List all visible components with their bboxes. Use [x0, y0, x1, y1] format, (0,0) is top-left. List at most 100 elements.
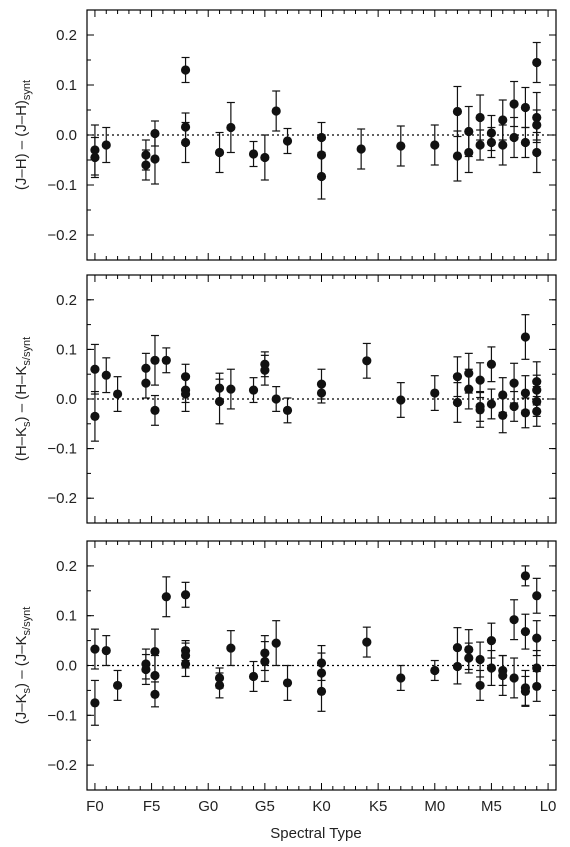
- marker: [532, 681, 542, 692]
- data-point: [532, 670, 542, 702]
- data-point: [475, 669, 485, 701]
- marker: [520, 571, 531, 581]
- marker: [150, 154, 160, 164]
- data-point: [452, 648, 463, 685]
- x-tick-label: L0: [540, 798, 557, 815]
- marker: [396, 673, 406, 683]
- marker: [282, 678, 293, 688]
- y-tick-label: −0.2: [47, 227, 77, 244]
- marker: [271, 106, 281, 116]
- marker: [532, 663, 542, 673]
- y-tick-label: 0.0: [56, 658, 77, 675]
- marker: [214, 680, 225, 691]
- marker: [180, 65, 191, 75]
- data-point: [316, 382, 327, 404]
- marker: [509, 378, 519, 388]
- marker: [520, 686, 531, 696]
- data-point: [180, 650, 191, 678]
- data-point: [180, 376, 191, 412]
- data-point: [475, 129, 485, 161]
- x-axis: F0 F5 G0 G5 K0 K5 M0 M5 L0: [86, 798, 556, 815]
- data-point: [362, 626, 372, 658]
- data-point: [260, 640, 270, 683]
- marker: [486, 359, 497, 369]
- marker: [161, 592, 171, 602]
- marker: [486, 636, 497, 646]
- marker: [180, 137, 191, 148]
- data-point: [90, 628, 100, 670]
- data-point: [316, 670, 327, 712]
- data-point: [430, 659, 440, 682]
- data-point: [180, 121, 191, 164]
- panel-hk: 0.2 0.1 0.0 −0.1 −0.2 (H–Ks) – (H–Ks/synt: [13, 274, 557, 524]
- data-point: [271, 620, 281, 667]
- marker: [509, 401, 519, 412]
- marker: [226, 384, 236, 394]
- marker: [90, 411, 100, 421]
- y-tick-label: −0.1: [47, 707, 77, 724]
- marker: [90, 152, 100, 163]
- data-point: [430, 375, 440, 412]
- marker: [452, 106, 463, 117]
- marker: [161, 355, 171, 365]
- marker: [532, 147, 542, 158]
- data-point: [509, 390, 519, 422]
- data-point: [498, 124, 508, 166]
- marker: [498, 140, 508, 150]
- data-point: [150, 334, 160, 386]
- marker: [498, 390, 508, 400]
- data-point: [356, 128, 366, 170]
- data-point: [271, 386, 281, 412]
- marker: [271, 638, 281, 648]
- marker: [180, 590, 191, 600]
- marker: [141, 378, 151, 388]
- data-point: [141, 653, 151, 686]
- y-axis-label: (H–Ks) – (H–Ks/synt: [13, 337, 33, 461]
- data-point: [532, 395, 542, 427]
- marker: [464, 653, 474, 663]
- data-point: [520, 613, 531, 650]
- marker: [475, 375, 485, 385]
- y-tick-label: −0.1: [47, 441, 77, 458]
- data-point: [90, 390, 100, 442]
- data-point: [452, 382, 463, 423]
- data-point: [532, 131, 542, 174]
- marker: [260, 365, 270, 375]
- marker: [396, 141, 406, 151]
- data-point: [260, 134, 270, 181]
- x-tick-label: F5: [143, 798, 161, 815]
- marker: [260, 152, 270, 163]
- marker: [475, 680, 485, 691]
- marker: [509, 673, 519, 683]
- data-point: [180, 581, 191, 608]
- y-axis-label: (J–Ks) – (J–Ks/synt: [13, 607, 33, 725]
- marker: [452, 642, 463, 653]
- data-point: [452, 85, 463, 138]
- data-point: [101, 635, 111, 667]
- data-point: [520, 397, 531, 429]
- data-point: [180, 56, 191, 84]
- data-point: [509, 599, 519, 641]
- marker: [141, 664, 151, 675]
- y-tick-label: −0.1: [47, 177, 77, 194]
- data-point: [150, 394, 160, 426]
- data-point: [498, 654, 508, 696]
- data-point: [112, 376, 123, 412]
- data-point: [161, 347, 171, 374]
- marker: [248, 671, 259, 682]
- data-point: [282, 397, 293, 424]
- data-point: [509, 657, 519, 699]
- marker: [112, 389, 123, 399]
- marker: [180, 389, 191, 399]
- marker: [520, 627, 531, 637]
- marker: [498, 115, 508, 125]
- marker: [520, 408, 531, 418]
- data-point: [452, 130, 463, 182]
- data-point: [248, 660, 259, 692]
- data-point: [520, 675, 531, 707]
- marker: [214, 147, 225, 158]
- marker: [180, 659, 191, 669]
- y-tick-label: 0.1: [56, 608, 77, 625]
- data-point: [532, 577, 542, 614]
